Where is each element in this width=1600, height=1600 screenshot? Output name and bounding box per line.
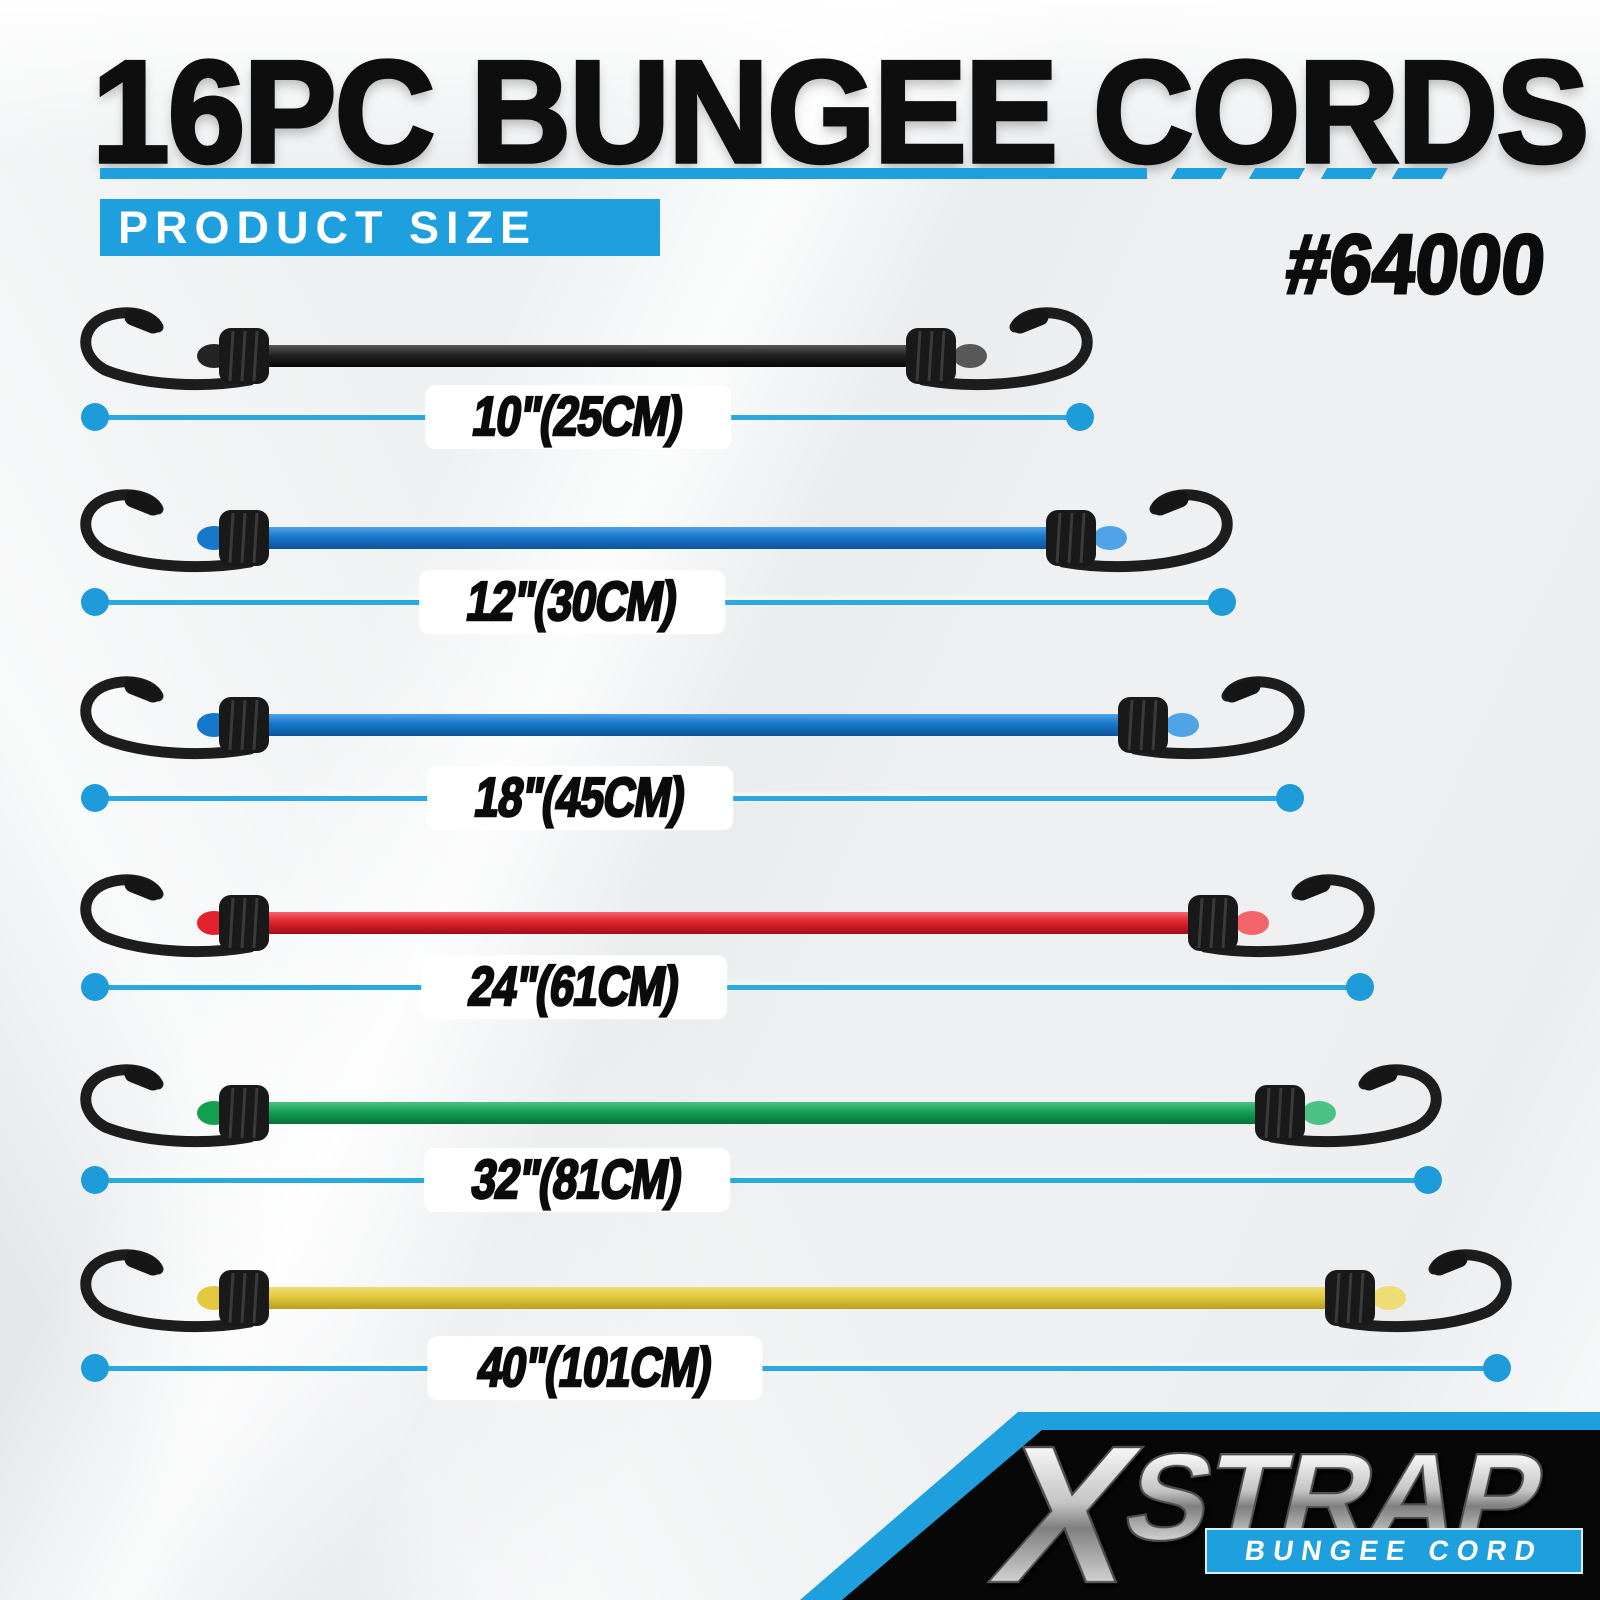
measure-line [95, 1366, 1497, 1371]
measure-dot-right [1276, 784, 1304, 812]
measure-dot-left [81, 1166, 109, 1194]
measure-dot-left [81, 784, 109, 812]
bungee-cord-blue-12in [80, 489, 1233, 573]
size-label: 32"(81CM) [424, 1147, 730, 1212]
size-label: 18"(45CM) [427, 765, 733, 830]
cord-body [258, 1287, 1335, 1309]
bungee-cord-blue-18in [80, 676, 1305, 760]
cord-body [258, 345, 916, 367]
bungee-cord-black-10in [80, 307, 1093, 391]
measure-dot-right [1208, 588, 1236, 616]
bungee-cord-badge-label: BUNGEE CORD [1242, 1535, 1546, 1566]
measure-dot-right [1346, 973, 1374, 1001]
size-label-text: 12"(30CM) [461, 569, 682, 633]
cord-body [258, 527, 1056, 549]
measure-dot-right [1066, 403, 1094, 431]
title-underline-dash [1170, 168, 1228, 179]
size-label-text: 24"(61CM) [463, 954, 684, 1018]
size-label: 10"(25CM) [425, 384, 731, 449]
size-label-text: 32"(81CM) [466, 1147, 687, 1211]
measure-dot-left [81, 588, 109, 616]
size-label-text: 18"(45CM) [469, 765, 690, 829]
measure-line [95, 1178, 1428, 1183]
product-size-badge: PRODUCT SIZE [100, 199, 660, 256]
measure-dot-right [1483, 1354, 1511, 1382]
measure-dot-left [81, 973, 109, 1001]
bungee-cord-badge: BUNGEE CORD [1205, 1528, 1583, 1574]
title-underline-dash [1248, 168, 1306, 179]
title-underline-dash [1391, 168, 1449, 179]
page-title: 16PC BUNGEE CORDS [90, 28, 1591, 195]
title-underline-dash [1320, 168, 1378, 179]
cord-body [258, 1102, 1265, 1124]
bungee-cord-red-24in [80, 874, 1375, 958]
brand-logo-area: X STRAP BUNGEE CORD [780, 1395, 1600, 1600]
size-label-text: 40"(101CM) [473, 1335, 718, 1399]
measure-dot-left [81, 403, 109, 431]
bungee-cord-yellow-40in [80, 1249, 1512, 1333]
measure-dot-right [1414, 1166, 1442, 1194]
title-underline [100, 168, 1147, 179]
cord-body [258, 912, 1198, 934]
measure-dot-left [81, 1354, 109, 1382]
size-label: 40"(101CM) [427, 1335, 763, 1400]
bungee-cord-green-32in [80, 1064, 1442, 1148]
size-label: 12"(30CM) [419, 569, 725, 634]
cord-body [258, 714, 1128, 736]
size-label-text: 10"(25CM) [467, 384, 688, 448]
size-label: 24"(61CM) [421, 954, 727, 1019]
measure-line [95, 985, 1360, 990]
